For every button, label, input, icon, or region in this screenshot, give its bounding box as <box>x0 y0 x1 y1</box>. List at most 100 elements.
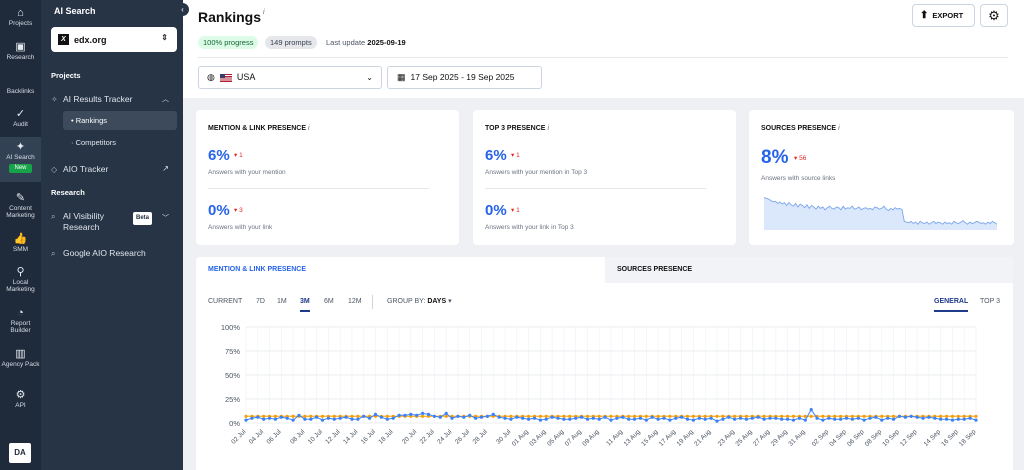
range-12m[interactable]: 12M <box>348 298 362 305</box>
rail-item-audit[interactable]: ✓ Audit <box>0 108 41 128</box>
x-tick-label: 03 Aug <box>528 428 548 448</box>
sidebar-item-rankings[interactable]: • Rankings <box>63 111 177 130</box>
data-point <box>786 414 790 418</box>
rail-item-local-marketing[interactable]: ⚲ Local Marketing <box>0 266 41 293</box>
x-tick-label: 29 Aug <box>770 428 790 448</box>
rail-item-backlinks[interactable]: Backlinks <box>6 88 35 95</box>
rail-item-projects[interactable]: ⌂ Projects <box>0 7 41 27</box>
rail-item-agency-pack[interactable]: ▥ Agency Pack <box>1 348 40 368</box>
building-icon: ▥ <box>15 348 26 360</box>
data-point <box>880 414 884 418</box>
data-point <box>291 418 295 422</box>
x-tick-label: 23 Aug <box>717 428 737 448</box>
upload-icon: ⬆ <box>920 10 929 21</box>
range-1m[interactable]: 1M <box>277 298 287 305</box>
data-point <box>691 414 695 418</box>
project-name: edx.org <box>74 35 107 45</box>
data-point <box>538 418 542 422</box>
range-current[interactable]: CURRENT <box>208 298 243 305</box>
tab-sources-presence[interactable]: SOURCES PRESENCE <box>605 257 1013 283</box>
project-select[interactable]: X edx.org ⇕ <box>51 27 177 52</box>
rail-item-api[interactable]: ⚙ API <box>0 389 41 409</box>
data-point <box>850 417 855 421</box>
mention-link-card: MENTION & LINK PRESENCE i 6% ▾ 1 Answers … <box>196 110 459 245</box>
sidebar-item-google-aio-research[interactable]: ⌕ Google AIO Research <box>51 248 146 258</box>
data-point <box>326 416 330 420</box>
x-tick-label: 28 Jul <box>472 428 490 446</box>
data-point <box>627 417 631 421</box>
data-point <box>244 418 248 422</box>
sidebar-item-aio-tracker[interactable]: ◇ AIO Tracker ↗ <box>51 164 169 174</box>
data-point <box>644 418 648 422</box>
link-subtitle: Answers with your link <box>208 224 273 231</box>
x-tick-label: 14 Sep <box>923 428 943 448</box>
data-point <box>903 415 908 419</box>
data-point <box>474 416 478 420</box>
divider <box>372 295 373 309</box>
data-point <box>509 414 513 418</box>
data-point <box>721 417 725 421</box>
info-icon[interactable]: i <box>263 9 265 16</box>
rail-item-ai-search[interactable]: ✦ AI Search New <box>0 137 41 182</box>
sources-value: 8% <box>761 147 789 168</box>
avatar[interactable]: DA <box>9 443 31 463</box>
chevron-updown-icon: ⇕ <box>161 33 168 42</box>
data-point <box>256 415 260 419</box>
data-point <box>733 414 737 418</box>
y-tick-label: 25% <box>225 395 240 404</box>
sparkle-icon: ✦ <box>15 141 26 153</box>
data-point <box>444 411 448 415</box>
date-range-picker[interactable]: ▦ 17 Sep 2025 - 19 Sep 2025 <box>387 66 542 89</box>
range-3m[interactable]: 3M <box>300 298 310 312</box>
chevron-down-icon: ﹀ <box>162 215 169 222</box>
data-point <box>415 413 419 417</box>
range-6m[interactable]: 6M <box>324 298 334 305</box>
card-title: SOURCES PRESENCE i <box>761 125 840 132</box>
x-tick-label: 17 Aug <box>658 428 678 448</box>
collapse-sidebar-button[interactable]: ‹ <box>176 3 189 16</box>
research-icon: ▣ <box>15 41 26 53</box>
chevron-left-icon: ‹ <box>181 5 184 14</box>
x-tick-label: 10 Sep <box>881 428 901 448</box>
data-point <box>650 415 654 419</box>
rail-item-smm[interactable]: 👍 SMM <box>0 233 41 253</box>
groupby-select[interactable]: GROUP BY: DAYS ▾ <box>387 298 452 305</box>
country-select[interactable]: ◍ USA ⌄ <box>198 66 382 89</box>
view-top3[interactable]: TOP 3 <box>980 298 1000 305</box>
data-point <box>574 416 578 420</box>
data-point <box>968 416 972 420</box>
card-divider <box>485 188 706 189</box>
export-button[interactable]: ⬆ EXPORT <box>912 4 975 27</box>
data-point <box>291 414 295 418</box>
data-point <box>850 414 855 418</box>
view-general[interactable]: GENERAL <box>934 298 969 312</box>
main-content: Rankings i 100% progress 149 prompts Last… <box>183 0 1024 470</box>
data-point <box>921 416 925 420</box>
sidebar-item-ai-results-tracker[interactable]: ✧ AI Results Tracker ︿ <box>51 94 169 104</box>
data-point <box>550 415 554 419</box>
range-7d[interactable]: 7D <box>256 298 265 305</box>
data-point <box>727 415 731 419</box>
rail-item-report-builder[interactable]: ◔ Report Builder <box>0 307 41 334</box>
sidebar-item-ai-visibility-research[interactable]: ⌕ AI Visibility ResearchBeta ﹀ <box>51 211 169 232</box>
sidebar-item-competitors[interactable]: · Competitors <box>71 138 117 147</box>
info-icon[interactable]: i <box>547 125 549 132</box>
data-point <box>933 416 937 420</box>
tab-mention-link-presence[interactable]: MENTION & LINK PRESENCE <box>208 266 307 273</box>
top3-mention-delta: ▾ 1 <box>511 152 520 159</box>
info-icon[interactable]: i <box>838 125 840 132</box>
data-point <box>385 417 389 421</box>
data-point <box>744 417 749 421</box>
data-point <box>862 414 866 418</box>
settings-button[interactable]: ⚙ <box>980 4 1008 27</box>
info-icon[interactable]: i <box>308 125 310 132</box>
edit-icon: ✎ <box>15 192 26 204</box>
data-point <box>821 414 825 418</box>
rail-item-research[interactable]: ▣ Research <box>0 41 41 61</box>
data-point <box>403 413 407 417</box>
us-flag-icon <box>219 73 232 82</box>
chevron-down-icon: ⌄ <box>366 73 373 82</box>
rail-item-content-marketing[interactable]: ✎ Content Marketing <box>0 192 41 219</box>
sources-card: SOURCES PRESENCE i 8% ▾ 56 Answers with s… <box>749 110 1014 245</box>
data-point <box>956 417 960 421</box>
